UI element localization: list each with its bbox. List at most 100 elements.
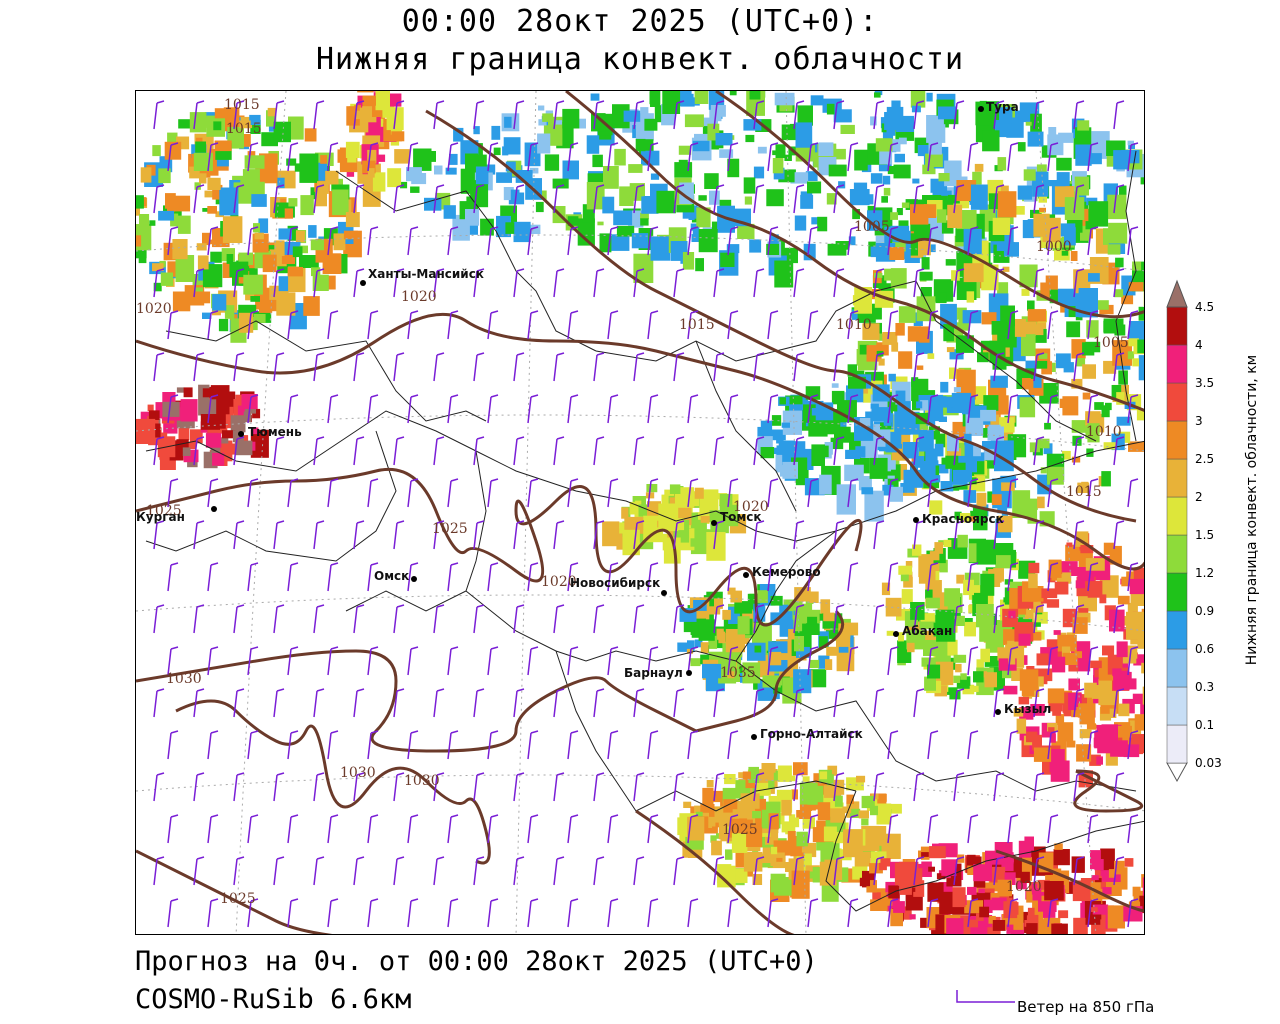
wind-barb bbox=[793, 520, 805, 550]
wind-barb bbox=[393, 604, 405, 634]
cloud-cell bbox=[597, 221, 604, 226]
cloud-cell bbox=[1003, 242, 1019, 257]
cloud-cell bbox=[904, 253, 920, 263]
cloud-cell bbox=[149, 220, 156, 226]
cloud-cell bbox=[183, 387, 193, 398]
cloud-cell bbox=[232, 430, 244, 443]
wind-barb bbox=[967, 142, 979, 172]
wind-barb bbox=[1127, 562, 1139, 592]
cloud-cell bbox=[740, 793, 760, 809]
cloud-cell bbox=[1022, 220, 1035, 239]
wind-barb bbox=[873, 184, 885, 214]
cloud-cell bbox=[870, 116, 877, 126]
cloud-cell bbox=[567, 216, 579, 226]
wind-barb bbox=[1047, 814, 1059, 844]
cloud-cell bbox=[443, 205, 456, 219]
cloud-cell bbox=[1107, 194, 1127, 220]
cloud-cell bbox=[1020, 871, 1030, 883]
wind-barb bbox=[473, 352, 485, 382]
cloud-cell bbox=[876, 794, 887, 802]
wind-barb bbox=[687, 730, 699, 760]
cloud-cell bbox=[1024, 836, 1034, 851]
wind-barb bbox=[1127, 478, 1139, 508]
cloud-cell bbox=[780, 653, 790, 660]
cloud-cell bbox=[831, 383, 839, 388]
wind-barb bbox=[873, 604, 885, 634]
wind-barb bbox=[767, 394, 779, 424]
wind-barb bbox=[953, 856, 965, 886]
cloud-cell bbox=[913, 880, 925, 897]
cloud-cell bbox=[162, 401, 180, 417]
cloud-cell bbox=[158, 210, 174, 221]
wind-barb bbox=[713, 268, 725, 298]
wind-barb bbox=[433, 688, 445, 718]
wind-barb bbox=[833, 268, 845, 298]
cloud-cell bbox=[1021, 334, 1036, 357]
cloud-cell bbox=[954, 615, 965, 626]
cloud-cell bbox=[613, 210, 633, 226]
cloud-cell bbox=[311, 267, 321, 277]
cloud-cell bbox=[1012, 490, 1031, 518]
cloud-cell bbox=[877, 248, 888, 261]
cloud-cell bbox=[1066, 881, 1075, 894]
cloud-cell bbox=[769, 234, 779, 246]
cloud-cell bbox=[515, 170, 533, 183]
cloud-cell bbox=[858, 810, 869, 819]
wind-barb bbox=[1007, 142, 1019, 172]
wind-barb bbox=[1007, 394, 1019, 424]
cloud-cell bbox=[901, 202, 910, 208]
cloud-cell bbox=[698, 195, 707, 201]
cloud-cell bbox=[728, 606, 740, 624]
wind-barb bbox=[873, 856, 885, 886]
wind-barb bbox=[807, 394, 819, 424]
cloud-cell bbox=[760, 420, 773, 430]
cloud-cell bbox=[732, 809, 740, 819]
wind-barb bbox=[793, 772, 805, 802]
isobar-label: 1030 bbox=[340, 765, 376, 781]
cloud-cell bbox=[237, 405, 245, 416]
wind-barb bbox=[873, 268, 885, 298]
colorbar-segment bbox=[1166, 420, 1188, 460]
cloud-cell bbox=[766, 189, 784, 207]
cloud-cell bbox=[1050, 760, 1070, 782]
cloud-cell bbox=[445, 167, 457, 175]
cloud-cell bbox=[793, 669, 812, 694]
wind-barb bbox=[553, 604, 565, 634]
cloud-cell bbox=[920, 613, 935, 622]
cloud-cell bbox=[929, 500, 943, 515]
wind-barb bbox=[1113, 772, 1125, 802]
cloud-cell bbox=[677, 642, 693, 652]
cloud-cell bbox=[905, 571, 913, 580]
wind-barb bbox=[367, 478, 379, 508]
colorbar-segment bbox=[1166, 496, 1188, 536]
wind-barb bbox=[993, 604, 1005, 634]
wind-barb bbox=[887, 646, 899, 676]
wind-barb bbox=[1047, 646, 1059, 676]
wind-barb bbox=[473, 688, 485, 718]
cloud-cell bbox=[752, 811, 761, 819]
cloud-cell bbox=[920, 462, 936, 483]
forecast-map[interactable]: 1015 1015 1020 1020 1015 1005 1010 1000 1005 1010… bbox=[135, 90, 1145, 935]
cloud-cell bbox=[893, 901, 905, 913]
cloud-cell bbox=[825, 629, 839, 639]
cloud-cell bbox=[774, 877, 793, 896]
wind-barb bbox=[567, 142, 579, 172]
wind-barb bbox=[1127, 646, 1139, 676]
cloud-cell bbox=[907, 326, 922, 342]
cloud-cell bbox=[247, 151, 256, 160]
cloud-cell bbox=[303, 296, 320, 316]
colorbar: 0.03 0.1 0.3 0.6 0.9 1.2 1.5 2 2.5 3 3.5 4 4.5 bbox=[1163, 240, 1273, 800]
wind-barb bbox=[727, 562, 739, 592]
cloud-cell bbox=[299, 245, 308, 254]
wind-barb bbox=[1087, 310, 1099, 340]
wind-barb bbox=[833, 772, 845, 802]
cloud-cell bbox=[1001, 512, 1008, 518]
wind-barb bbox=[167, 730, 179, 760]
cloud-cell bbox=[1047, 688, 1065, 704]
isobar-label: 1025 bbox=[220, 891, 256, 907]
cloud-cell bbox=[896, 609, 913, 621]
wind-barb bbox=[153, 436, 165, 466]
cloud-cell bbox=[1028, 562, 1040, 574]
wind-barb bbox=[1033, 268, 1045, 298]
cloud-cell bbox=[374, 154, 386, 162]
